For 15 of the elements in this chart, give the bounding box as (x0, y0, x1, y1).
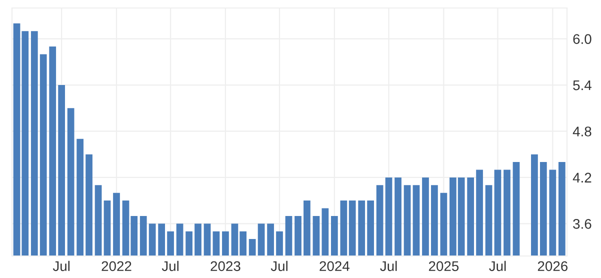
x-tick-label: 2026 (538, 261, 568, 272)
x-tick-label: 2022 (102, 261, 132, 272)
x-tick-label: Jul (270, 260, 288, 272)
y-tick-label: 4.8 (572, 126, 592, 136)
x-tick-label: Jul (380, 260, 397, 272)
y-tick-label: 4.2 (572, 172, 592, 182)
x-tick-label: 2024 (320, 261, 350, 272)
y-tick-label: 6.0 (573, 34, 592, 44)
x-tick-label: 2025 (428, 261, 459, 272)
y-tick-label: 3.6 (573, 218, 592, 229)
x-tick-label: 2023 (210, 261, 240, 272)
x-tick-label: Jul (162, 260, 178, 272)
x-tick-label: Jul (489, 260, 506, 272)
y-tick-label: 5.4 (573, 80, 592, 90)
x-tick-label: Jul (52, 260, 70, 272)
